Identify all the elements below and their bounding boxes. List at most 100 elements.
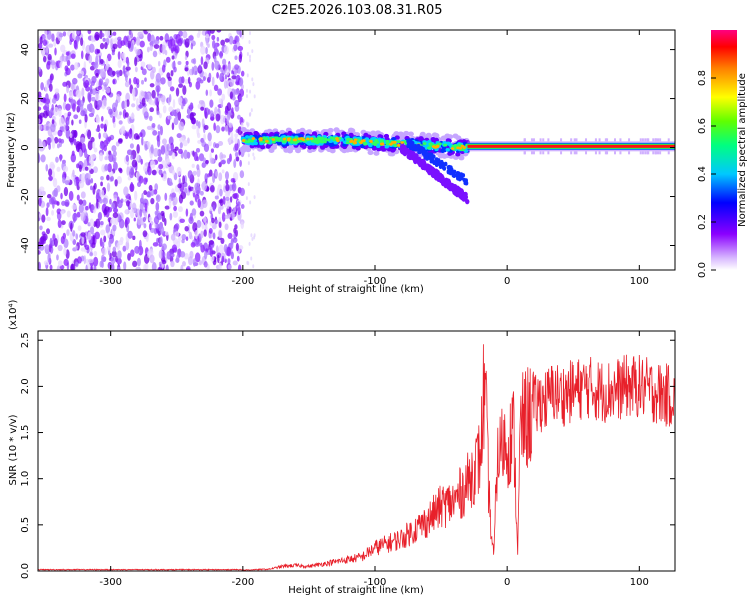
noise-blob xyxy=(38,118,41,124)
noise-blob xyxy=(94,99,98,110)
noise-blob xyxy=(137,181,142,187)
noise-blob xyxy=(63,238,69,249)
signal-blob xyxy=(368,143,373,148)
signal-blob xyxy=(301,144,307,150)
noise-blob xyxy=(155,194,161,203)
signal-peak xyxy=(336,139,340,143)
branch-blob xyxy=(413,146,417,151)
noise-blob xyxy=(107,261,113,270)
y-tick-label: 40 xyxy=(20,43,31,56)
branch-blob xyxy=(416,145,420,150)
noise-blob xyxy=(189,112,195,121)
noise-blob xyxy=(157,156,163,163)
noise-blob xyxy=(185,267,190,270)
noise-blob xyxy=(62,232,66,240)
noise-blob xyxy=(130,249,135,257)
noise-blob xyxy=(145,234,149,243)
noise-blob xyxy=(164,231,169,236)
noise-blob xyxy=(85,264,88,270)
noise-blob xyxy=(130,181,134,191)
noise-blob xyxy=(90,136,95,143)
carrier-sidelobe xyxy=(542,138,545,142)
signal-blob xyxy=(322,140,327,144)
noise-blob xyxy=(187,76,191,85)
noise-blob xyxy=(106,232,111,239)
carrier-sidelobe xyxy=(646,151,649,155)
noise-blob xyxy=(105,78,110,85)
noise-blob xyxy=(146,30,153,33)
spectrogram-y-label: Frequency (Hz) xyxy=(6,112,17,188)
noise-blob xyxy=(92,141,96,149)
noise-blob xyxy=(125,200,130,207)
noise-blob xyxy=(93,250,98,257)
noise-blob xyxy=(172,169,176,176)
noise-blob xyxy=(68,91,74,99)
carrier-sidelobe xyxy=(639,138,642,142)
noise-blob xyxy=(202,157,206,163)
carrier-sidelobe xyxy=(575,151,578,155)
noise-blob xyxy=(51,59,56,70)
noise-blob xyxy=(101,254,104,264)
branch-blob xyxy=(413,158,418,164)
noise-blob xyxy=(148,184,153,192)
x-tick-label: 0 xyxy=(504,276,510,287)
noise-blob xyxy=(80,50,84,60)
noise-blob xyxy=(42,140,46,150)
branch-blob xyxy=(431,172,436,178)
noise-blob xyxy=(85,205,89,211)
noise-blob xyxy=(153,216,160,225)
noise-blob xyxy=(73,138,77,146)
noise-blob xyxy=(142,216,147,222)
signal-blob xyxy=(246,140,251,144)
noise-blob xyxy=(226,69,230,76)
noise-blob xyxy=(112,43,118,50)
signal-peak xyxy=(293,138,298,142)
noise-blob xyxy=(157,138,161,148)
noise-blob xyxy=(154,96,158,106)
noise-blob xyxy=(38,212,42,219)
noise-blob xyxy=(247,122,250,127)
noise-blob xyxy=(149,44,153,52)
noise-blob xyxy=(127,252,131,261)
noise-blob xyxy=(207,132,212,142)
noise-blob xyxy=(90,185,93,191)
noise-blob xyxy=(211,39,216,49)
carrier-sidelobe xyxy=(575,138,578,142)
noise-blob xyxy=(80,110,86,117)
noise-blob xyxy=(150,197,155,205)
x-tick-label: -100 xyxy=(364,276,387,287)
noise-blob xyxy=(103,145,107,152)
noise-blob xyxy=(143,208,146,216)
noise-blob xyxy=(120,198,124,203)
noise-blob xyxy=(66,84,70,94)
noise-blob xyxy=(135,152,140,162)
noise-blob xyxy=(117,51,121,60)
noise-blob xyxy=(112,212,119,219)
noise-blob xyxy=(89,65,95,71)
noise-blob xyxy=(56,143,60,149)
noise-blob xyxy=(98,132,101,140)
noise-blob xyxy=(63,247,67,256)
noise-blob xyxy=(151,262,157,270)
noise-blob xyxy=(103,97,107,107)
noise-blob xyxy=(234,64,239,70)
noise-blob xyxy=(191,66,195,76)
noise-blob xyxy=(223,45,229,55)
branch-blob xyxy=(408,138,412,143)
branch-blob xyxy=(446,169,451,175)
branch-blob xyxy=(456,186,462,192)
noise-blob xyxy=(129,143,134,149)
noise-blob xyxy=(203,133,206,141)
carrier-sidelobe xyxy=(652,151,655,155)
y-tick-label: 1.5 xyxy=(20,425,31,441)
noise-blob xyxy=(53,106,59,116)
noise-blob xyxy=(198,64,202,71)
noise-blob xyxy=(251,49,254,54)
noise-blob xyxy=(149,254,155,264)
noise-blob xyxy=(111,145,117,152)
noise-blob xyxy=(85,86,91,92)
noise-blob xyxy=(141,79,144,85)
noise-blob xyxy=(141,192,144,203)
signal-peak xyxy=(435,144,440,148)
noise-blob xyxy=(162,138,167,145)
